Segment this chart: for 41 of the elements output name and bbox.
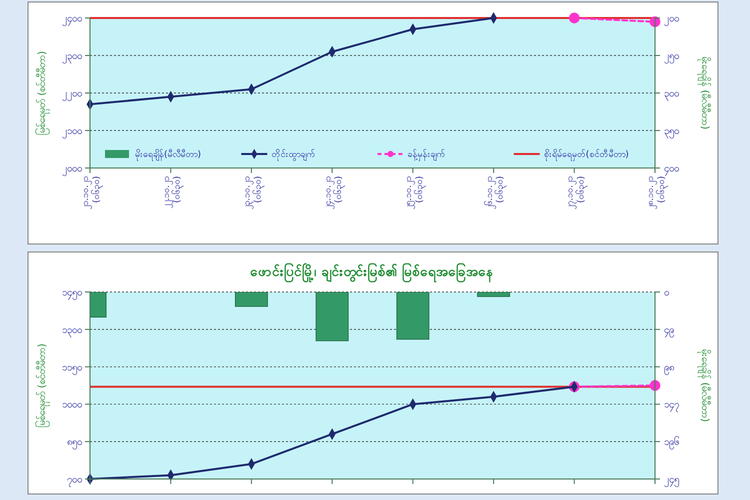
y2-tick-label: ၂၀၀ xyxy=(664,14,679,26)
y-tick-label: ၁၃၀၀ xyxy=(62,324,82,338)
point xyxy=(650,16,660,28)
legend-label: မိုးရေချိန်(မီလီမီတာ) xyxy=(135,149,202,162)
y-tick-label: ၁၀၀၀ xyxy=(62,400,82,411)
y2-tick-label: ၂၄၅ xyxy=(664,474,679,488)
y2-tick-label: ၁၄၇ xyxy=(664,400,679,413)
y-tick-label: ၂၂၀၀ xyxy=(62,88,82,102)
x-tick-label: ၂၂.၁၀.၂၁ (၀၆၃၀) xyxy=(162,176,184,209)
y-axis-title: မြစ်ရေမှတ် (စင်တီမီတာ) xyxy=(34,343,50,428)
y-tick-label: ၂၃၀၀ xyxy=(62,51,82,64)
y-tick-label: ၁၄၅၀ xyxy=(62,288,82,300)
y2-tick-label: ၉၈ xyxy=(664,362,674,376)
x-tick-label: ၂၄.၁၀.၂၁ (၀၆၃၀) xyxy=(323,176,346,210)
y2-tick-label: ၃၅၀ xyxy=(664,126,679,139)
x-tick-label: ၂၃.၁၀.၂၁ (၀၆၃၀) xyxy=(242,176,264,210)
y-tick-label: ၂၄၀၀ xyxy=(62,14,82,26)
y2-axis-title: မိုးရေချိန် (မီလီမီတာ) xyxy=(697,349,712,422)
legend-label: ခန့်မှန်းချက် xyxy=(408,149,446,162)
y-tick-label: ၂၀၀၀ xyxy=(62,164,82,176)
y2-tick-label: ၁၉၆ xyxy=(664,435,680,450)
x-tick-label: ၂၇.၁၀.၂၁ (၀၆၃၀) xyxy=(565,176,588,210)
y2-tick-label: ၂၅၀ xyxy=(664,51,679,64)
legend-label: စိုးရိမ်ရေမှတ်(စင်တီမီတာ) xyxy=(544,149,629,162)
x-tick-label: ၂၆.၁၀.၂၁ (၀၆၃၀) xyxy=(484,176,507,210)
x-tick-label: ၂၈.၁၀.၂၁ (၀၆၃၀) xyxy=(646,176,668,210)
y2-tick-label: ၀ xyxy=(664,288,669,298)
y-tick-label: ၁၁၅၀ xyxy=(62,362,82,376)
chart-title: ဖောင်းပြင်မြို့၊ ချင်းတွင်းမြစ်၏ မြစ်ရေအခြေအနေ xyxy=(250,262,494,283)
y-axis-title: မြစ်ရေမှတ် (စင်တီမီတာ) xyxy=(34,50,50,135)
y2-tick-label: ၃၀၀ xyxy=(664,88,679,102)
y-tick-label: ၈၅၀ xyxy=(67,437,82,450)
y-tick-label: ၂၁၀၀ xyxy=(62,126,82,139)
y2-tick-label: ၄၉ xyxy=(664,324,674,338)
x-tick-label: ၂၁.၁၀.၂၁ (၀၆၃၀) xyxy=(81,176,103,210)
x-tick-label: ၂၅.၁၀.၂၁ (၀၆၃၀) xyxy=(404,176,426,210)
y-tick-label: ၇၀၀ xyxy=(67,474,82,488)
y2-tick-label: ၄၀၀ xyxy=(664,164,679,176)
y2-axis-title: မိုးရေချိန် (မီလီမီတာ) xyxy=(697,56,712,130)
point xyxy=(568,12,580,24)
legend-label: တိုင်းထွာချက် xyxy=(271,149,316,162)
